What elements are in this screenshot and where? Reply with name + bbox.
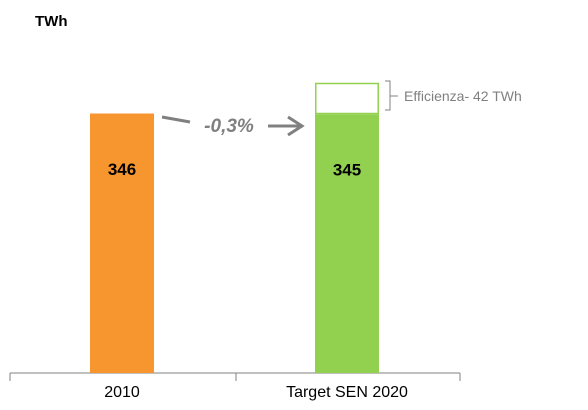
y-axis-label: TWh [35,13,67,30]
value-label: 345 [333,161,361,180]
annotation: -0,3% [204,116,254,137]
arrow-head [287,115,305,137]
bracket [385,80,391,111]
bar [315,114,379,373]
segment-label: Efficienza- 42 TWh [404,88,522,104]
x-tick-label: 2010 [104,384,140,401]
value-label: 346 [108,160,136,179]
bar-segment [315,82,379,115]
x-tick-label: Target SEN 2020 [286,384,408,401]
bar [90,113,154,373]
arrow-line [161,115,191,124]
